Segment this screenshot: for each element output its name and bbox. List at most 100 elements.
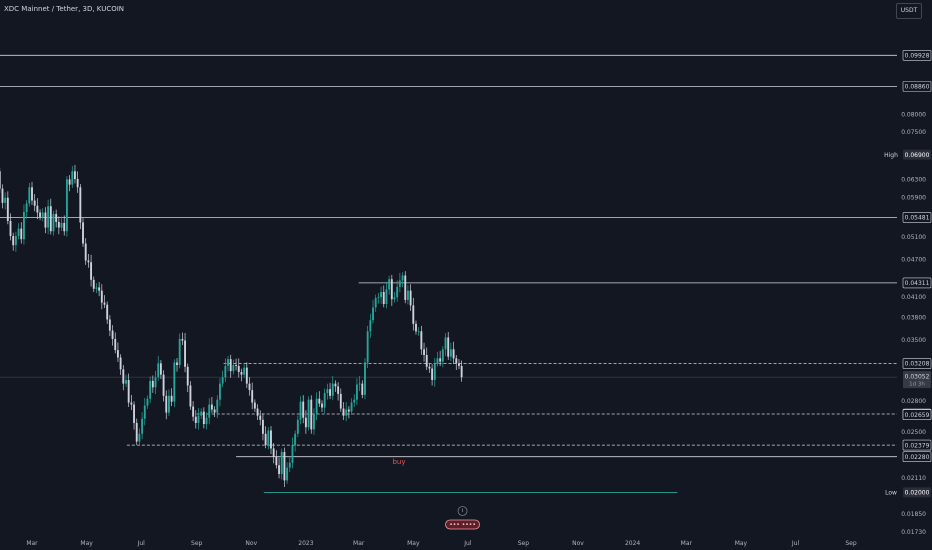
candle[interactable] [138, 428, 141, 446]
candle[interactable] [417, 326, 420, 336]
candle[interactable] [415, 320, 417, 335]
candle[interactable] [197, 408, 200, 430]
candle[interactable] [366, 325, 369, 369]
candle[interactable] [116, 342, 119, 362]
candle[interactable] [245, 362, 248, 389]
candle[interactable] [47, 199, 50, 235]
candle[interactable] [390, 274, 393, 306]
timer-icon[interactable] [457, 506, 468, 516]
candle[interactable] [79, 184, 82, 230]
candle[interactable] [68, 175, 71, 192]
candle[interactable] [355, 378, 358, 406]
candle[interactable] [76, 171, 79, 193]
currency-button[interactable]: USDT [896, 3, 922, 19]
candle[interactable] [235, 358, 238, 371]
candle[interactable] [326, 383, 329, 400]
candle[interactable] [17, 223, 20, 240]
candle[interactable] [71, 165, 74, 188]
candle[interactable] [420, 325, 423, 355]
candle[interactable] [221, 370, 224, 387]
candle[interactable] [194, 410, 197, 429]
candle[interactable] [41, 208, 44, 222]
candle[interactable] [304, 410, 307, 434]
candle[interactable] [431, 364, 434, 386]
candle[interactable] [334, 380, 337, 392]
candle[interactable] [278, 457, 280, 479]
candle[interactable] [65, 176, 68, 237]
candle[interactable] [364, 358, 366, 400]
candle[interactable] [202, 407, 205, 429]
candle[interactable] [449, 342, 452, 362]
candle[interactable] [176, 358, 178, 372]
candle[interactable] [39, 209, 41, 221]
candle[interactable] [433, 357, 436, 387]
candle[interactable] [20, 222, 23, 244]
candle[interactable] [165, 390, 168, 420]
candle[interactable] [280, 448, 283, 480]
candle[interactable] [173, 359, 176, 408]
candle[interactable] [339, 388, 342, 412]
candle[interactable] [439, 350, 442, 367]
candle[interactable] [181, 332, 184, 345]
candle[interactable] [141, 412, 144, 440]
candle[interactable] [92, 276, 95, 293]
candle[interactable] [286, 462, 289, 484]
candle[interactable] [200, 408, 203, 419]
candle[interactable] [374, 294, 377, 312]
candle[interactable] [455, 355, 458, 370]
candle[interactable] [14, 231, 17, 252]
candle[interactable] [345, 402, 348, 422]
candle[interactable] [0, 168, 1, 194]
candle[interactable] [44, 207, 47, 234]
candle[interactable] [310, 395, 313, 434]
candle[interactable] [208, 398, 211, 425]
candle[interactable] [60, 216, 63, 231]
candle[interactable] [398, 272, 401, 293]
candle[interactable] [31, 181, 33, 205]
candle[interactable] [6, 191, 9, 225]
candle[interactable] [213, 406, 216, 417]
candle[interactable] [382, 285, 385, 308]
candle[interactable] [82, 218, 84, 247]
candle[interactable] [114, 332, 117, 354]
candle[interactable] [36, 198, 39, 220]
candle[interactable] [122, 365, 125, 391]
candle[interactable] [272, 443, 275, 464]
candle[interactable] [406, 285, 409, 305]
candle[interactable] [452, 341, 455, 364]
candle[interactable] [261, 413, 264, 441]
candle[interactable] [157, 355, 160, 381]
candle[interactable] [162, 370, 165, 402]
candle[interactable] [130, 395, 133, 411]
candle[interactable] [342, 402, 345, 421]
candle[interactable] [127, 373, 130, 407]
candle[interactable] [350, 398, 353, 415]
candle[interactable] [270, 426, 272, 454]
candle[interactable] [425, 347, 428, 371]
candle[interactable] [329, 382, 332, 400]
candle[interactable] [380, 286, 383, 304]
candle[interactable] [25, 200, 28, 219]
candle[interactable] [9, 213, 12, 241]
candle[interactable] [49, 198, 52, 235]
candle[interactable] [100, 284, 103, 310]
candle[interactable] [219, 378, 221, 407]
candle[interactable] [108, 315, 111, 337]
candle[interactable] [294, 430, 297, 452]
candle[interactable] [232, 359, 235, 375]
candle[interactable] [229, 354, 232, 378]
candle[interactable] [337, 382, 340, 401]
candle[interactable] [55, 209, 58, 228]
candle[interactable] [283, 447, 286, 488]
candle[interactable] [347, 406, 350, 419]
candle[interactable] [315, 392, 318, 421]
candle[interactable] [259, 410, 262, 426]
candle[interactable] [125, 374, 127, 387]
candle[interactable] [57, 216, 60, 235]
candle[interactable] [307, 396, 310, 431]
candle[interactable] [385, 281, 388, 309]
candle[interactable] [275, 450, 278, 469]
candle[interactable] [412, 297, 415, 331]
candle[interactable] [404, 271, 407, 304]
